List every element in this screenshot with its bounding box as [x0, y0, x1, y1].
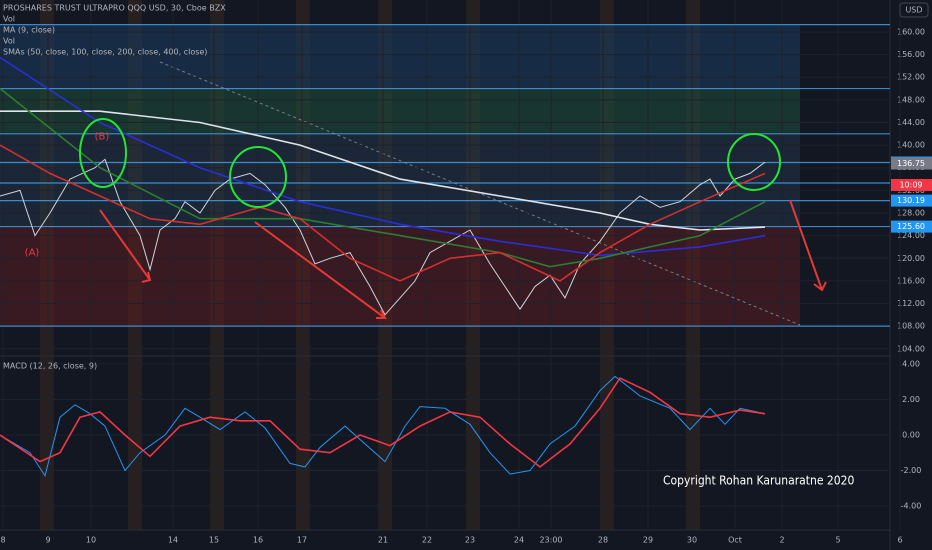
countdown-badge: [891, 179, 932, 191]
series-line: [0, 110, 766, 231]
y-tick-label: 4.00: [902, 359, 920, 368]
x-tick-label: 24: [514, 536, 524, 545]
x-tick-label: 2: [779, 536, 784, 545]
x-tick-label: 10: [86, 536, 96, 545]
series-line: [0, 87, 766, 268]
x-tick-label: 14: [168, 536, 178, 545]
y-tick-label: 112.00: [897, 299, 925, 308]
y-tick-label: -2.00: [901, 466, 922, 475]
y-tick-label: 116.00: [897, 276, 925, 285]
x-tick-label: 23:00: [539, 536, 562, 545]
x-tick-label: 29: [643, 536, 653, 545]
indicator: SMAs (50, close, 100, close, 200, close,…: [3, 48, 207, 57]
chart-title: PROSHARES TRUST ULTRAPRO QQQ USD, 30, Cb…: [3, 4, 226, 13]
annotation: (A): [25, 248, 40, 259]
price-label: 130.19: [897, 196, 925, 205]
currency[interactable]: USD: [905, 6, 922, 15]
currency-badge[interactable]: [899, 2, 929, 18]
series-line: [0, 56, 766, 257]
annotation: (B): [95, 132, 110, 143]
price-label: 125.60: [897, 222, 925, 231]
x-tick-label: 30: [687, 536, 697, 545]
series-line: [0, 158, 766, 316]
y-tick-label: 152.00: [897, 73, 925, 82]
series-line: [0, 375, 766, 478]
x-tick-label: 28: [598, 536, 608, 545]
y-tick-label: 144.00: [897, 118, 925, 127]
y-tick-label: 104.00: [897, 344, 925, 353]
y-tick-label: 0.00: [902, 430, 920, 439]
price-label: 136.75: [897, 159, 925, 168]
zone-red: [0, 227, 800, 326]
zone-blue: [0, 25, 800, 88]
y-tick-label: 156.00: [897, 50, 925, 59]
x-tick-label: 9: [45, 536, 50, 545]
price-label-bg: [891, 220, 932, 233]
indicator: Vol: [3, 15, 15, 24]
series-line: [0, 377, 766, 468]
watermark: Copyright Rohan Karunaratne 2020: [663, 474, 854, 488]
y-tick-label: 160.00: [897, 27, 925, 36]
x-tick-label: 5: [835, 536, 840, 545]
x-tick-label: 6: [897, 536, 902, 545]
x-tick-label: 22: [422, 536, 432, 545]
price-label-bg: [891, 157, 932, 170]
zone-green: [0, 88, 800, 134]
y-tick-label: 120.00: [897, 254, 925, 263]
x-tick-label: 23: [465, 536, 475, 545]
x-tick-label: 17: [297, 536, 307, 545]
series-line: [0, 144, 766, 282]
y-tick-label: 108.00: [897, 322, 925, 331]
drawings: [79, 118, 827, 319]
y-tick-label: 140.00: [897, 141, 925, 150]
y-tick-label: 148.00: [897, 95, 925, 104]
macd-title: MACD (12, 26, close, 9): [3, 362, 97, 371]
x-tick-label: 15: [209, 536, 219, 545]
countdown: 10:09: [899, 181, 922, 190]
x-tick-label: Oct: [728, 536, 742, 545]
indicator: MA (9, close): [3, 26, 55, 35]
x-tick-label: 21: [378, 536, 388, 545]
x-tick-label: 8: [0, 536, 5, 545]
y-tick-label: 124.00: [897, 231, 925, 240]
y-tick-label: 128.00: [897, 209, 925, 218]
y-tick-label: -4.00: [901, 502, 922, 511]
y-tick-label: 2.00: [902, 395, 920, 404]
indicator: Vol: [3, 37, 15, 46]
x-tick-label: 16: [253, 536, 263, 545]
price-label-bg: [891, 194, 932, 207]
